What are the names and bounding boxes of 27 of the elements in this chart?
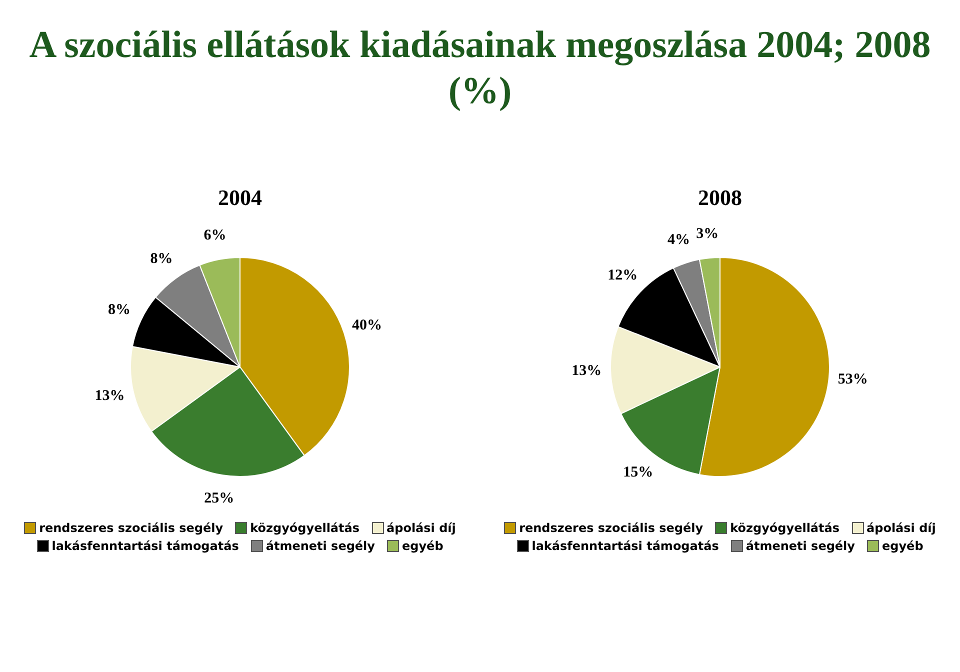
legend-label: közgyógyellátás bbox=[250, 521, 360, 535]
data-label: 4% bbox=[667, 232, 690, 248]
legend-label: átmeneti segély bbox=[266, 539, 375, 553]
data-label: 13% bbox=[572, 363, 602, 380]
legend-label: lakásfenntartási támogatás bbox=[52, 539, 239, 553]
legend-label: közgyógyellátás bbox=[730, 521, 840, 535]
data-label: 12% bbox=[608, 267, 638, 284]
data-label: 3% bbox=[696, 226, 719, 242]
data-label: 8% bbox=[150, 250, 173, 267]
data-label: 6% bbox=[204, 228, 226, 244]
legend-label: egyéb bbox=[882, 539, 924, 553]
data-label: 25% bbox=[204, 490, 234, 507]
chart-subtitle: 2004 bbox=[217, 185, 263, 212]
data-label: 8% bbox=[108, 302, 130, 318]
legend-label: egyéb bbox=[402, 539, 444, 553]
data-label: 15% bbox=[623, 464, 654, 480]
chart-subtitle: 2008 bbox=[697, 185, 743, 212]
chart-title: A szociális ellátások kiadásainak megoszlása 2004; 2008 (%) bbox=[28, 23, 932, 114]
legend-label: ápolási díj bbox=[386, 521, 456, 535]
legend-label: lakásfenntartási támogatás bbox=[532, 539, 719, 553]
data-label: 40% bbox=[352, 318, 382, 334]
legend-label: átmeneti segély bbox=[746, 539, 855, 553]
legend-label: rendszeres szociális segély bbox=[519, 521, 704, 535]
data-label: 53% bbox=[838, 371, 868, 388]
legend-label: rendszeres szociális segély bbox=[39, 521, 224, 535]
data-label: 13% bbox=[94, 388, 125, 404]
legend-label: ápolási díj bbox=[866, 521, 936, 535]
